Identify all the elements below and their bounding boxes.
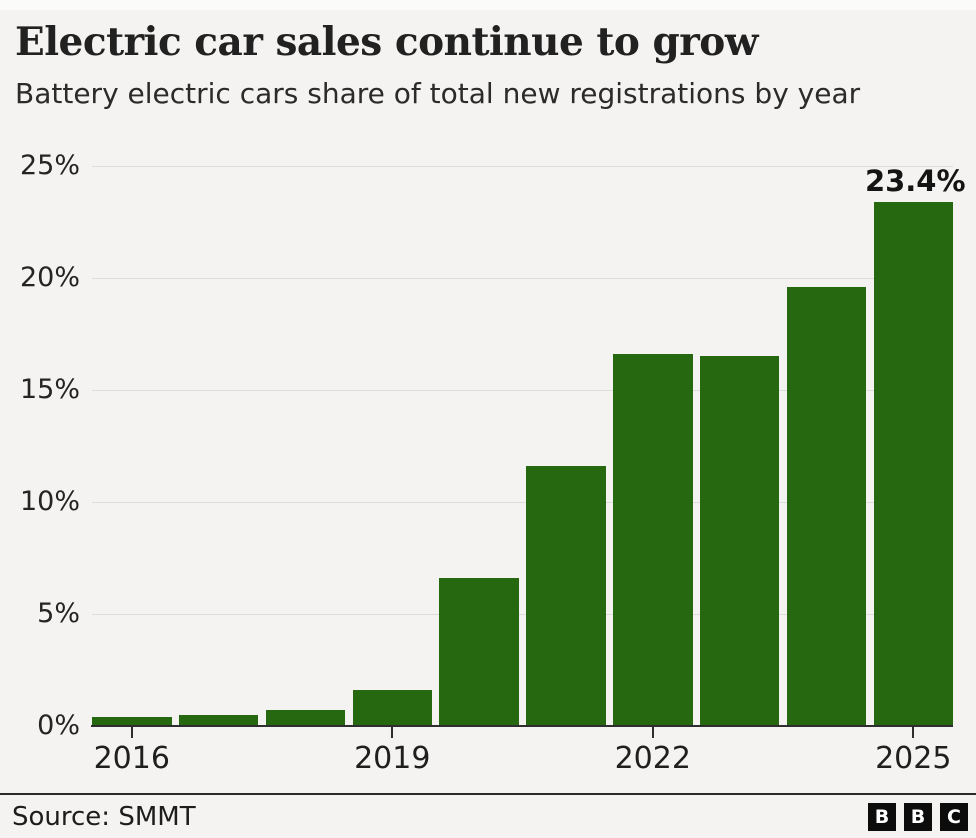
y-axis-label: 0% <box>37 710 80 741</box>
gridline <box>92 502 953 503</box>
top-strip <box>0 0 976 10</box>
x-axis-label: 2022 <box>614 741 691 776</box>
gridline <box>92 614 953 615</box>
x-axis-tick <box>651 727 654 738</box>
gridline <box>92 278 953 279</box>
y-axis-label: 25% <box>19 150 80 181</box>
bar <box>613 354 693 726</box>
x-axis-tick <box>391 727 394 738</box>
bar <box>265 710 346 726</box>
bar <box>786 286 867 726</box>
bar <box>352 690 432 726</box>
chart-title: Electric car sales continue to grow <box>15 19 758 65</box>
bar <box>699 356 780 726</box>
y-axis-label: 10% <box>19 486 80 517</box>
bbc-logo-block: B <box>904 803 932 831</box>
bbc-logo-block: C <box>940 803 968 831</box>
x-axis-label: 2025 <box>875 741 952 776</box>
gridline <box>92 390 953 391</box>
gridline <box>92 166 953 167</box>
chart-subtitle: Battery electric cars share of total new… <box>15 77 861 110</box>
y-axis-label: 20% <box>19 262 80 293</box>
x-axis-tick <box>912 727 915 738</box>
footer-divider <box>0 793 976 795</box>
bar <box>92 717 172 726</box>
x-axis-line <box>91 725 953 727</box>
y-axis-label: 15% <box>19 374 80 405</box>
y-axis-label: 5% <box>37 598 80 629</box>
source-label: Source: SMMT <box>12 802 196 832</box>
bar <box>178 714 259 726</box>
x-axis-tick <box>130 727 133 738</box>
bar <box>526 466 606 726</box>
bar <box>439 578 519 726</box>
bar <box>873 201 953 726</box>
bar-value-label: 23.4% <box>864 163 966 198</box>
x-axis-label: 2019 <box>354 741 431 776</box>
x-axis-label: 2016 <box>93 741 170 776</box>
bbc-logo-block: B <box>868 803 896 831</box>
